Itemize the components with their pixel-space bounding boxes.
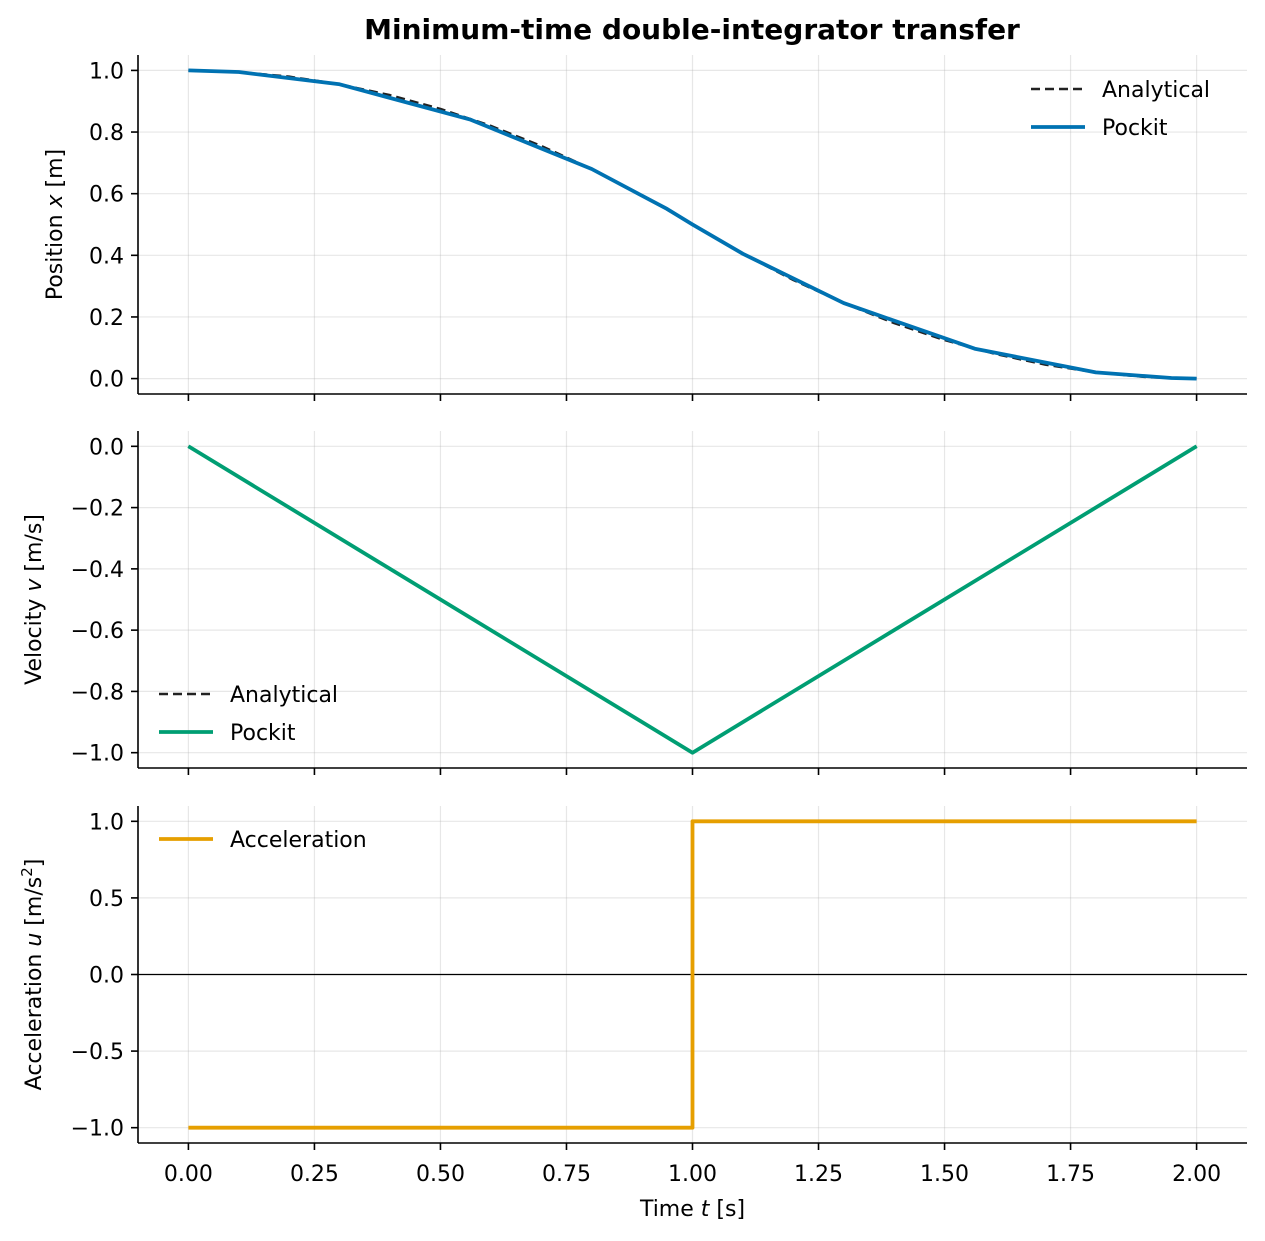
acceleration-ytick-label-3: −0.5 — [71, 1040, 124, 1065]
acceleration-xtick-label-7: 1.75 — [1046, 1162, 1095, 1187]
acceleration-xlabel-label-part-1: t — [701, 1197, 711, 1222]
acceleration-ylabel-label-part-2: [m/s — [22, 877, 47, 933]
velocity-ytick-label-5: −1.0 — [71, 742, 124, 767]
figure-title: Minimum-time double-integrator transfer — [364, 13, 1020, 46]
velocity-ytick-label-0: 0.0 — [89, 435, 124, 460]
acceleration-ytick-label-4: −1.0 — [71, 1117, 124, 1142]
position-ytick-label-5: 1.0 — [89, 59, 124, 84]
position-legend-label-analytical: Analytical — [1102, 78, 1210, 103]
acceleration-ylabel-label-part-4: ] — [22, 859, 47, 868]
acceleration-xtick-label-1: 0.25 — [290, 1162, 339, 1187]
acceleration-xtick-label-4: 1.00 — [668, 1162, 717, 1187]
position-series-pockit-line — [188, 68, 1197, 381]
position-ytick-label-3: 0.6 — [89, 183, 124, 208]
velocity-series-pockit-line — [187, 444, 1198, 755]
position-panel: 0.0 0.2 0.4 0.6 0.8 1.0 Position x [m] Analytic… — [43, 55, 1247, 401]
velocity-ytick-label-1: −0.2 — [71, 497, 124, 522]
position-ylabel-label-part-0: Position — [43, 207, 68, 300]
acceleration-xlabel-label-part-2: [s] — [709, 1197, 745, 1222]
acceleration-xlabel-label-part-0: Time — [639, 1197, 701, 1222]
velocity-ylabel-label-part-1: v — [22, 578, 47, 592]
velocity-ytick-label-3: −0.6 — [71, 619, 124, 644]
acceleration-xtick-label-8: 2.00 — [1172, 1162, 1221, 1187]
panels: 0.0 0.2 0.4 0.6 0.8 1.0 Position x [m] Analytic… — [18, 55, 1247, 1222]
acceleration-ylabel-label-part-0: Acceleration — [22, 947, 47, 1091]
acceleration-xtick-label-2: 0.50 — [416, 1162, 465, 1187]
acceleration-ylabel: Acceleration u [m/s2] — [18, 859, 47, 1091]
position-ylabel-label-part-2: [m] — [43, 149, 68, 195]
position-legend-label-pockit: Pockit — [1102, 116, 1168, 141]
acceleration-ylabel-label-part-3: 2 — [18, 867, 36, 877]
position-ytick-label-1: 0.2 — [89, 306, 124, 331]
velocity-ytick-label-2: −0.4 — [71, 558, 124, 583]
acceleration-xtick-label-0: 0.00 — [164, 1162, 213, 1187]
velocity-ylabel-label-part-0: Velocity — [22, 592, 47, 685]
acceleration-ytick-label-1: 0.5 — [89, 887, 124, 912]
acceleration-ylabel-label-part-1: u — [22, 933, 47, 947]
acceleration-panel: 1.0 0.5 0.0 −0.5 −1.0 0.00 0.25 0.50 0.75 1.00 1.2… — [18, 806, 1247, 1222]
acceleration-legend: Acceleration — [159, 828, 367, 853]
velocity-legend-label-analytical: Analytical — [230, 683, 338, 708]
acceleration-xlabel: Time t [s] — [639, 1197, 745, 1222]
velocity-ylabel: Velocity v [m/s] — [22, 514, 47, 685]
acceleration-legend-label-acceleration: Acceleration — [230, 828, 367, 853]
velocity-ylabel-label-part-2: [m/s] — [22, 514, 47, 578]
velocity-legend: Analytical Pockit — [159, 683, 338, 746]
velocity-panel: 0.0 −0.2 −0.4 −0.6 −0.8 −1.0 Velocity v [m/s] A… — [22, 431, 1247, 775]
position-ylabel: Position x [m] — [43, 149, 68, 300]
acceleration-ytick-label-0: 1.0 — [89, 810, 124, 835]
position-legend: Analytical Pockit — [1031, 78, 1210, 141]
velocity-ytick-label-4: −0.8 — [71, 680, 124, 705]
position-ytick-label-2: 0.4 — [89, 244, 124, 269]
acceleration-xtick-label-3: 0.75 — [542, 1162, 591, 1187]
acceleration-xtick-label-5: 1.25 — [794, 1162, 843, 1187]
velocity-legend-label-pockit: Pockit — [230, 721, 296, 746]
acceleration-xtick-label-6: 1.50 — [920, 1162, 969, 1187]
position-ytick-label-0: 0.0 — [89, 368, 124, 393]
position-ylabel-label-part-1: x — [43, 193, 68, 208]
acceleration-ytick-label-2: 0.0 — [89, 964, 124, 989]
acceleration-series-acceleration-line — [188, 819, 1197, 1130]
position-ytick-label-4: 0.8 — [89, 121, 124, 146]
